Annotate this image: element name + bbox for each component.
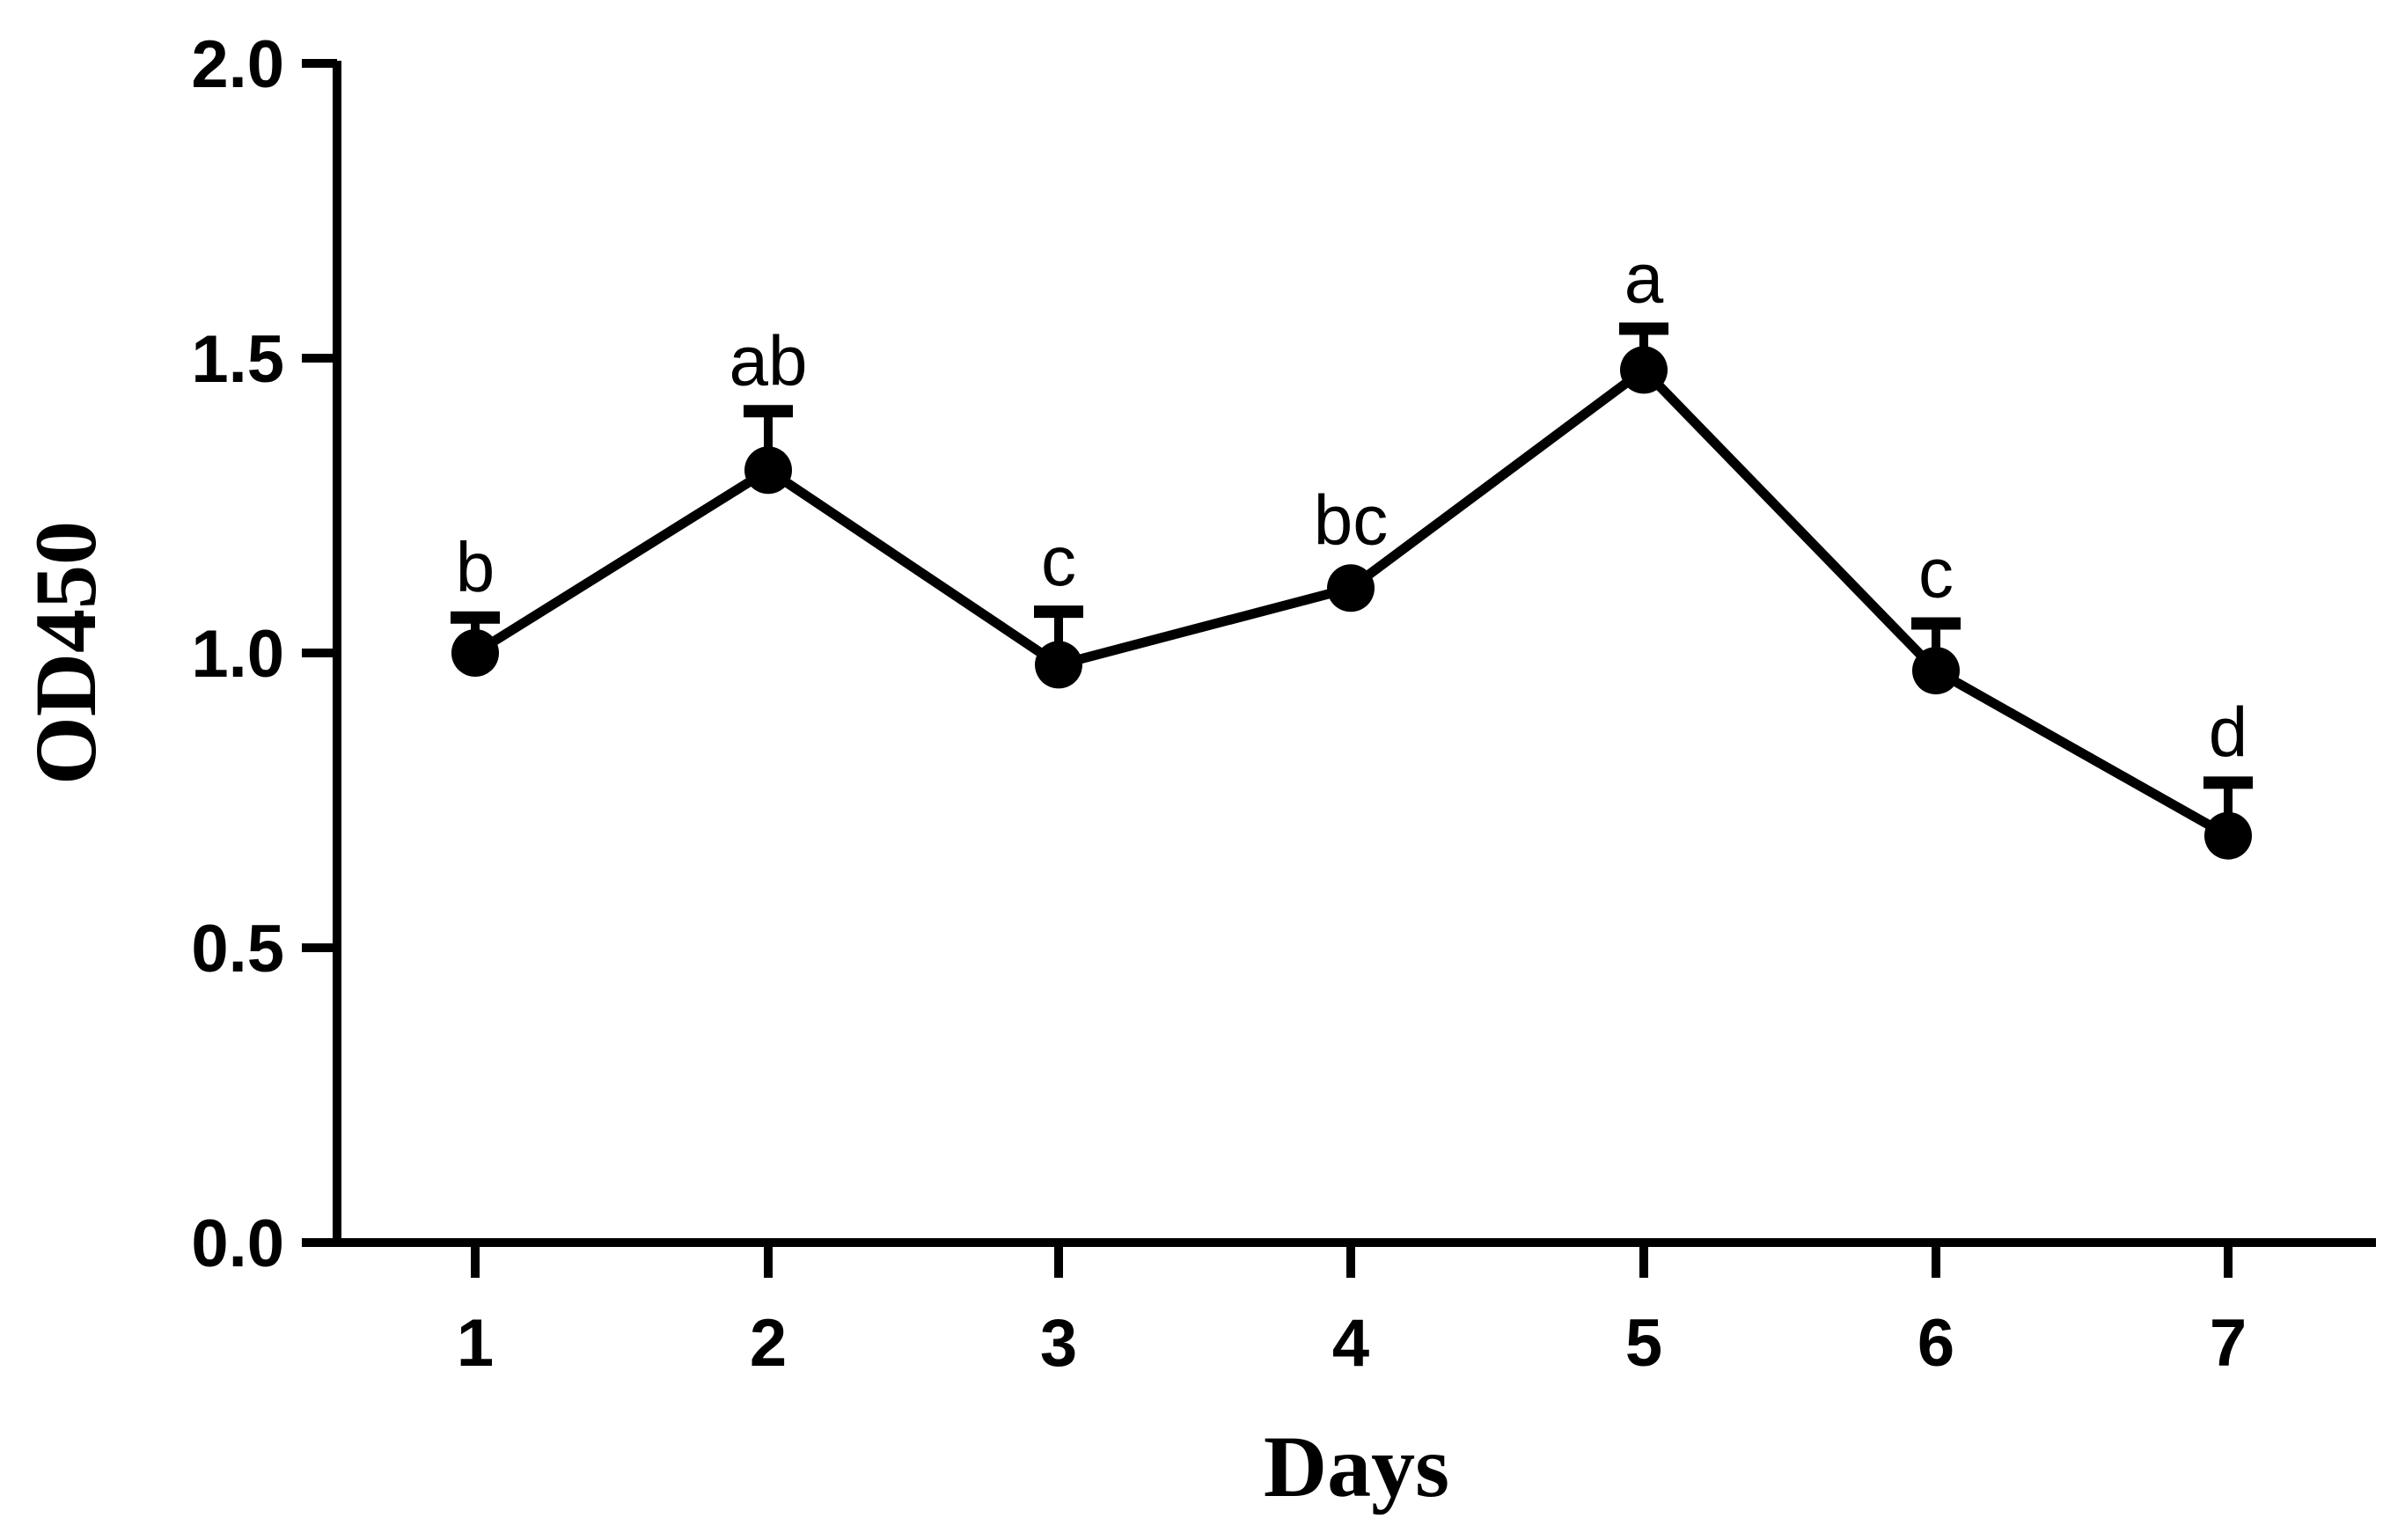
x-axis-title: Days (1264, 1418, 1449, 1515)
data-series: b ab c bc a c d (451, 239, 2253, 860)
x-tick-label: 1 (457, 1306, 494, 1381)
data-point (1620, 346, 1668, 394)
axes (333, 61, 2376, 1247)
significance-label: d (2209, 693, 2248, 771)
y-tick-label: 1.5 (191, 322, 284, 397)
x-tick-label: 4 (1332, 1306, 1369, 1381)
x-tick-label: 6 (1917, 1306, 1954, 1381)
x-axis-ticks: 1 2 3 4 5 6 7 (457, 1243, 2247, 1381)
significance-label: bc (1314, 480, 1389, 559)
significance-label: c (1041, 522, 1076, 600)
significance-label: ab (730, 321, 808, 400)
data-point (451, 629, 499, 677)
y-tick-label: 1.0 (191, 617, 284, 692)
y-tick-label: 2.0 (191, 27, 284, 102)
x-tick-label: 2 (750, 1306, 787, 1381)
x-tick-label: 5 (1625, 1306, 1662, 1381)
x-tick-label: 3 (1040, 1306, 1077, 1381)
data-point (1327, 564, 1375, 612)
significance-label: c (1918, 534, 1954, 612)
x-tick-label: 7 (2210, 1306, 2247, 1381)
y-axis-title: OD450 (17, 521, 114, 785)
data-point (1035, 641, 1082, 689)
y-tick-label: 0.0 (191, 1206, 284, 1281)
data-point (1912, 647, 1960, 695)
y-axis-ticks: 0.0 0.5 1.0 1.5 2.0 (191, 27, 337, 1281)
data-point (2204, 811, 2252, 860)
significance-label: a (1624, 239, 1664, 318)
significance-label: b (456, 528, 495, 606)
data-point (744, 446, 792, 495)
y-tick-label: 0.5 (191, 912, 284, 986)
